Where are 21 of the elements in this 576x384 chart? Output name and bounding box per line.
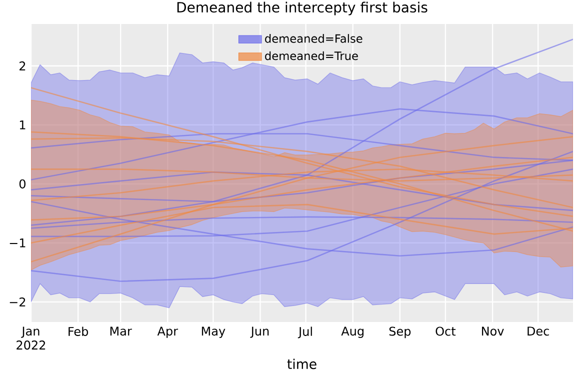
x-tick-label: Dec [528,326,549,336]
chart-title: Demeaned the intercepty first basis [177,2,428,16]
x-tick-label: Mar [110,326,132,336]
x-tick-label: Apr [157,326,178,338]
x-tick-label: Jan 2022 [16,326,46,350]
x-tick-label: Jun [250,326,269,338]
y-tick-label: 2 [20,61,26,70]
x-tick-label: Feb [68,326,88,336]
y-tick-label: 1 [20,120,26,130]
x-tick-label: Aug [341,326,364,338]
legend-label: demeaned=True [265,51,358,60]
x-tick-label: Oct [436,326,456,336]
x-tick-label: Sep [389,326,411,338]
x-tick-label: May [202,326,226,338]
y-tick-label: −1 [10,238,26,248]
y-tick-label: −2 [10,297,26,306]
x-axis-title: time [287,358,316,370]
x-tick-label: Nov [482,326,504,336]
x-tick-label: Jul [298,326,312,338]
legend-label: demeaned=False [265,34,362,43]
y-tick-label: 0 [19,179,26,188]
